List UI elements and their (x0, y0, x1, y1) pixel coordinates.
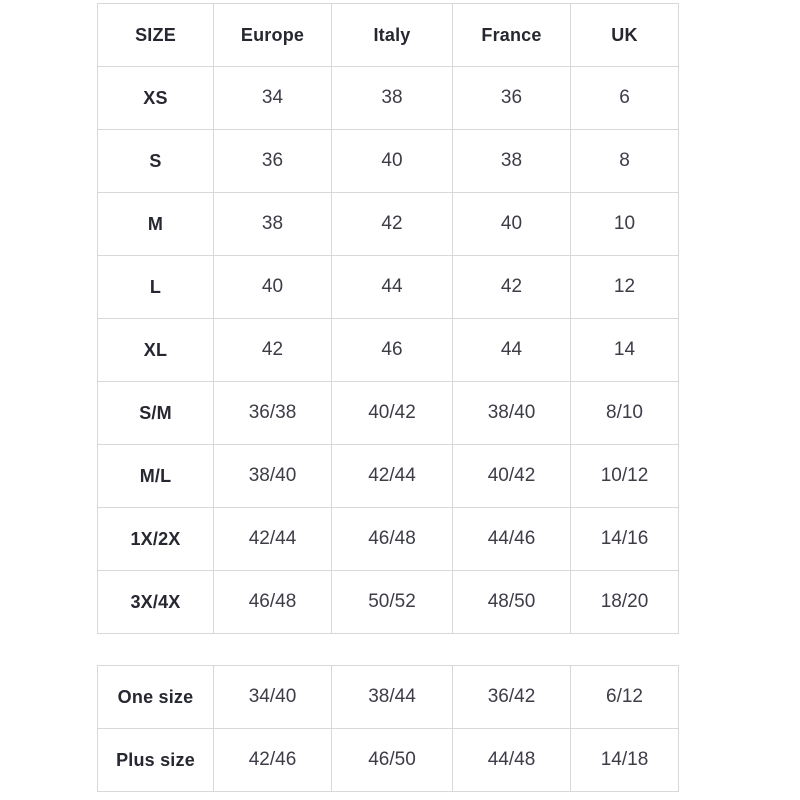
cell-uk: 8/10 (570, 381, 679, 445)
table-row-1x2x: 1X/2X 42/44 46/48 44/46 14/16 (97, 507, 679, 571)
row-label: L (97, 255, 214, 319)
cell-france: 40/42 (452, 444, 571, 508)
row-label: Plus size (97, 728, 214, 792)
cell-uk: 6 (570, 66, 679, 130)
row-label: XS (97, 66, 214, 130)
cell-uk: 6/12 (570, 665, 679, 729)
row-label: S (97, 129, 214, 193)
cell-europe: 34 (213, 66, 332, 130)
header-uk: UK (570, 3, 679, 67)
header-italy: Italy (331, 3, 453, 67)
size-conversion-table-container: SIZE Europe Italy France UK XS 34 38 36 … (97, 3, 679, 634)
extra-sizes-table-container: One size 34/40 38/44 36/42 6/12 Plus siz… (97, 665, 679, 792)
row-label: XL (97, 318, 214, 382)
row-label: 3X/4X (97, 570, 214, 634)
cell-uk: 8 (570, 129, 679, 193)
cell-uk: 14 (570, 318, 679, 382)
cell-france: 36/42 (452, 665, 571, 729)
row-label: 1X/2X (97, 507, 214, 571)
row-label: One size (97, 665, 214, 729)
cell-italy: 46 (331, 318, 453, 382)
table-row-m: M 38 42 40 10 (97, 192, 679, 256)
cell-uk: 18/20 (570, 570, 679, 634)
header-row: SIZE Europe Italy France UK (97, 3, 679, 67)
table-row-xs: XS 34 38 36 6 (97, 66, 679, 130)
cell-uk: 12 (570, 255, 679, 319)
cell-france: 38 (452, 129, 571, 193)
cell-europe: 42/44 (213, 507, 332, 571)
cell-france: 44/48 (452, 728, 571, 792)
cell-uk: 10/12 (570, 444, 679, 508)
cell-france: 44 (452, 318, 571, 382)
cell-france: 36 (452, 66, 571, 130)
cell-europe: 42/46 (213, 728, 332, 792)
header-europe: Europe (213, 3, 332, 67)
cell-italy: 44 (331, 255, 453, 319)
cell-europe: 46/48 (213, 570, 332, 634)
table-row-plus-size: Plus size 42/46 46/50 44/48 14/18 (97, 728, 679, 792)
cell-uk: 10 (570, 192, 679, 256)
row-label: M (97, 192, 214, 256)
size-conversion-table: SIZE Europe Italy France UK XS 34 38 36 … (97, 3, 679, 634)
cell-france: 38/40 (452, 381, 571, 445)
cell-italy: 46/48 (331, 507, 453, 571)
table-row-sm: S/M 36/38 40/42 38/40 8/10 (97, 381, 679, 445)
cell-italy: 42 (331, 192, 453, 256)
cell-france: 40 (452, 192, 571, 256)
extra-sizes-table: One size 34/40 38/44 36/42 6/12 Plus siz… (97, 665, 679, 792)
cell-europe: 36 (213, 129, 332, 193)
cell-europe: 36/38 (213, 381, 332, 445)
table-row-s: S 36 40 38 8 (97, 129, 679, 193)
cell-italy: 42/44 (331, 444, 453, 508)
row-label: M/L (97, 444, 214, 508)
table-row-xl: XL 42 46 44 14 (97, 318, 679, 382)
header-size: SIZE (97, 3, 214, 67)
cell-europe: 40 (213, 255, 332, 319)
cell-france: 42 (452, 255, 571, 319)
cell-italy: 40 (331, 129, 453, 193)
table-row-one-size: One size 34/40 38/44 36/42 6/12 (97, 665, 679, 729)
cell-italy: 40/42 (331, 381, 453, 445)
cell-italy: 38/44 (331, 665, 453, 729)
cell-europe: 38/40 (213, 444, 332, 508)
cell-europe: 34/40 (213, 665, 332, 729)
cell-italy: 50/52 (331, 570, 453, 634)
cell-italy: 38 (331, 66, 453, 130)
cell-uk: 14/16 (570, 507, 679, 571)
table-row-ml: M/L 38/40 42/44 40/42 10/12 (97, 444, 679, 508)
cell-france: 44/46 (452, 507, 571, 571)
header-france: France (452, 3, 571, 67)
table-row-l: L 40 44 42 12 (97, 255, 679, 319)
row-label: S/M (97, 381, 214, 445)
cell-uk: 14/18 (570, 728, 679, 792)
cell-europe: 42 (213, 318, 332, 382)
table-row-3x4x: 3X/4X 46/48 50/52 48/50 18/20 (97, 570, 679, 634)
cell-europe: 38 (213, 192, 332, 256)
cell-italy: 46/50 (331, 728, 453, 792)
cell-france: 48/50 (452, 570, 571, 634)
